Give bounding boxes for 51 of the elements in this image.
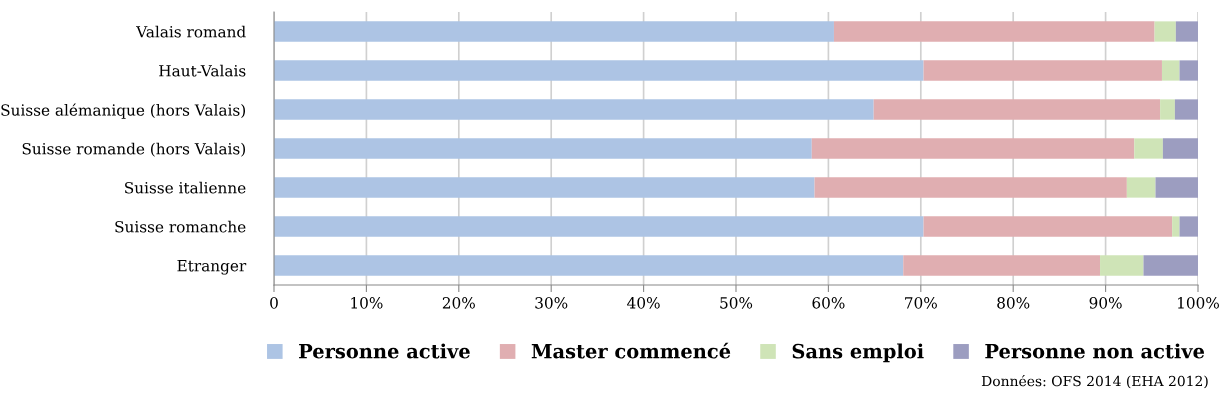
bar: [1155, 177, 1198, 198]
x-tick-label: 20%: [442, 297, 475, 309]
legend-label: Personne non active: [985, 343, 1205, 359]
bar: [274, 21, 834, 42]
x-tick-label: 100%: [1178, 297, 1219, 309]
bar: [274, 216, 924, 237]
x-tick-label: 50%: [720, 297, 753, 309]
x-tick-label: 40%: [627, 297, 660, 309]
bar: [274, 60, 924, 81]
bar: [1126, 177, 1156, 198]
bar: [1179, 216, 1198, 237]
bar: [923, 60, 1162, 81]
x-tick-label: 80%: [997, 297, 1030, 309]
bar: [274, 138, 812, 159]
y-tick-label: Valais romand: [136, 25, 246, 38]
bar: [811, 138, 1135, 159]
legend-label: Personne active: [299, 343, 470, 359]
bar: [1100, 255, 1144, 276]
bar: [814, 177, 1127, 198]
bar: [1174, 99, 1198, 120]
text: Données: OFS 2014 (EHA 2012): [981, 374, 1208, 389]
bar: [274, 99, 874, 120]
y-tick-label: Suisse romande (hors Valais): [22, 142, 246, 157]
x-tick-label: 70%: [905, 297, 937, 309]
x-tick-label: 0: [270, 297, 278, 309]
y-tick-label: Suisse romanche: [115, 220, 246, 233]
bar: [274, 255, 904, 276]
bar: [1154, 21, 1176, 42]
y-tick-label: Haut-Valais: [159, 64, 246, 77]
bar: [923, 216, 1173, 237]
bar: [1162, 138, 1198, 159]
bar: [1175, 21, 1198, 42]
bar: [1179, 60, 1198, 81]
x-tick-label: 10%: [351, 297, 383, 309]
bar: [274, 177, 815, 198]
bar: [1134, 138, 1163, 159]
bar: [903, 255, 1101, 276]
legend-label: Sans emploi: [792, 343, 924, 363]
y-tick-label: Etranger: [177, 260, 247, 275]
x-tick-label: 90%: [1089, 297, 1122, 309]
bar: [1143, 255, 1198, 276]
x-tick-label: 30%: [535, 297, 568, 309]
bar: [873, 99, 1161, 120]
x-tick-label: 60%: [812, 297, 845, 309]
y-tick-label: Suisse italienne: [125, 181, 246, 194]
legend-label: Master commencé: [531, 342, 731, 359]
bar: [1172, 216, 1180, 237]
y-tick-label: Suisse alémanique (hors Valais): [1, 103, 246, 119]
bar: [1160, 99, 1175, 120]
bar: [1161, 60, 1180, 81]
bar: [833, 21, 1155, 42]
